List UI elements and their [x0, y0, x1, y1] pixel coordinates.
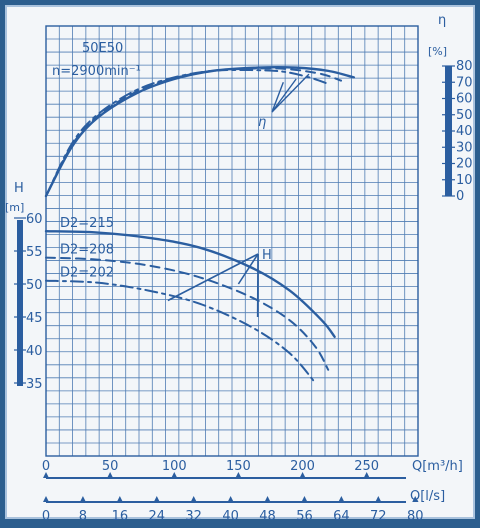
- q-ls-axis-label: Q[l/s]: [410, 489, 445, 504]
- efficiency-tick-label: 30: [456, 140, 473, 155]
- q-ls-tick-label: 0: [42, 509, 50, 524]
- q-m3h-tick-label: 0: [42, 459, 50, 474]
- efficiency-tick-label: 80: [456, 59, 473, 74]
- efficiency-tick-label: 10: [456, 173, 473, 188]
- efficiency-tick-label: 60: [456, 92, 473, 107]
- q-m3h-tick-label: 150: [226, 459, 251, 474]
- curve-name-label: D2=208: [60, 243, 114, 258]
- q-ls-tick-label: 64: [333, 509, 350, 524]
- q-m3h-tick-label: 250: [354, 459, 379, 474]
- curve-name-label: D2=202: [60, 266, 114, 281]
- q-ls-tick-label: 32: [185, 509, 202, 524]
- q-m3h-tick-label: 50: [102, 459, 119, 474]
- efficiency-tick-label: 70: [456, 75, 473, 90]
- efficiency-callout-label: η: [258, 115, 266, 130]
- head-axis-bar: [17, 220, 23, 386]
- speed-label: n=2900min⁻¹: [52, 64, 141, 79]
- model-label: 50E50: [82, 41, 123, 56]
- q-ls-tick-label: 48: [259, 509, 276, 524]
- q-m3h-tick-label: 200: [290, 459, 315, 474]
- head-axis-unit: [m]: [5, 201, 24, 214]
- head-tick-label: 50: [26, 278, 43, 293]
- head-tick-label: 35: [26, 377, 43, 392]
- efficiency-axis-unit: [%]: [428, 45, 447, 58]
- q-ls-tick-label: 56: [296, 509, 313, 524]
- head-tick-label: 55: [26, 245, 43, 260]
- head-axis-symbol: H: [14, 181, 24, 196]
- head-tick-label: 40: [26, 344, 43, 359]
- q-m3h-tick-label: 100: [162, 459, 187, 474]
- q-m3h-axis-label: Q[m³/h]: [412, 459, 463, 474]
- efficiency-tick-label: 50: [456, 108, 473, 123]
- efficiency-axis-symbol: η: [438, 13, 446, 28]
- efficiency-tick-label: 40: [456, 124, 473, 139]
- q-ls-tick-label: 80: [407, 509, 424, 524]
- efficiency-tick-label: 20: [456, 157, 473, 172]
- q-ls-tick-label: 16: [112, 509, 129, 524]
- efficiency-tick-label: 0: [456, 189, 464, 204]
- head-tick-label: 60: [26, 212, 43, 227]
- q-ls-tick-label: 24: [148, 509, 165, 524]
- head-callout-label: H: [262, 248, 272, 263]
- q-ls-tick-label: 40: [222, 509, 239, 524]
- q-ls-tick-label: 72: [370, 509, 387, 524]
- curve-labels: D2=215 D2=208 D2=202: [60, 216, 114, 281]
- head-tick-label: 45: [26, 311, 43, 326]
- curve-name-label: D2=215: [60, 216, 114, 231]
- q-ls-tick-label: 8: [79, 509, 87, 524]
